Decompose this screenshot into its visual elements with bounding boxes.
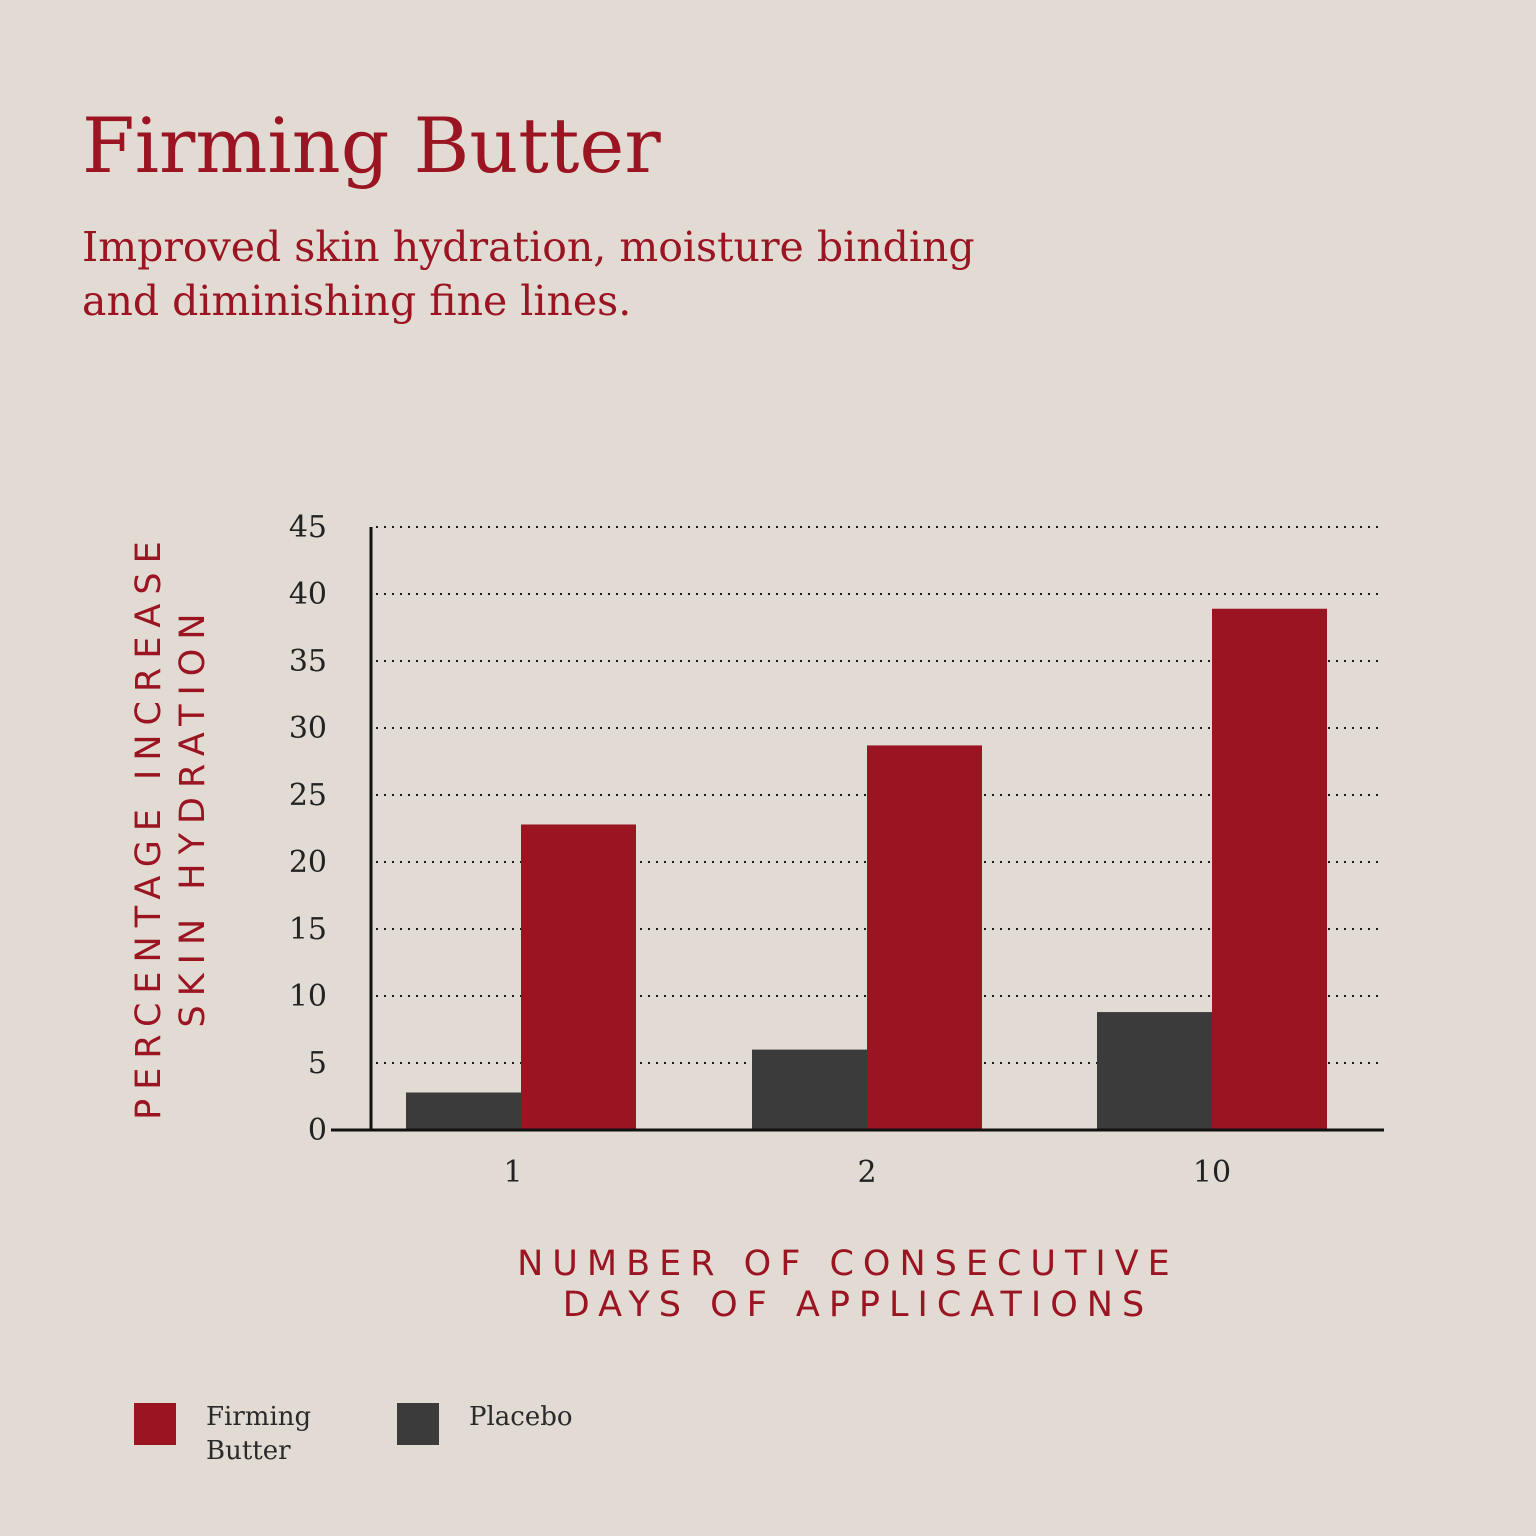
- y-axis-label: PERCENTAGE INCREASE SKIN HYDRATION: [129, 512, 213, 1120]
- bars: [406, 608, 1327, 1130]
- legend-swatch-placebo: [397, 1403, 439, 1445]
- x-axis-label: NUMBER OF CONSECUTIVE DAYS OF APPLICATIO…: [517, 1244, 1199, 1325]
- legend-label-firming-butter: Firming Butter: [206, 1402, 312, 1466]
- y-tick-label: 25: [289, 778, 327, 813]
- bar-placebo-2: [752, 1049, 867, 1130]
- y-tick-labels: 0 5 10 15 20 25 30 35 40 45: [289, 510, 327, 1148]
- bar-placebo-1: [406, 1092, 521, 1130]
- bar-placebo-10: [1097, 1012, 1212, 1130]
- chart-title: Firming Butter: [82, 101, 661, 190]
- x-tick-label: 1: [503, 1155, 522, 1190]
- y-tick-label: 20: [289, 845, 327, 880]
- x-tick-label: 2: [857, 1155, 876, 1190]
- y-tick-label: 5: [308, 1046, 327, 1081]
- legend-firming-butter: Firming Butter: [134, 1400, 336, 1468]
- bar-firming-butter-2: [867, 745, 982, 1130]
- x-tick-labels: 1 2 10: [503, 1155, 1231, 1190]
- x-axis-label-line-1: NUMBER OF CONSECUTIVE: [517, 1244, 1179, 1284]
- bar-firming-butter-10: [1212, 608, 1327, 1130]
- y-tick-label: 45: [289, 510, 327, 545]
- y-axis-label-line-1: PERCENTAGE INCREASE: [129, 532, 169, 1120]
- x-tick-label: 10: [1193, 1155, 1231, 1190]
- y-tick-label: 40: [289, 577, 327, 612]
- chart-subtitle: Improved skin hydration, moisture bindin…: [82, 223, 975, 325]
- x-axis-label-line-2: DAYS OF APPLICATIONS: [563, 1285, 1153, 1325]
- y-axis-label-line-2: SKIN HYDRATION: [173, 604, 213, 1027]
- legend-label-placebo: Placebo: [469, 1402, 573, 1432]
- y-tick-label: 10: [289, 979, 327, 1014]
- y-tick-label: 15: [289, 912, 327, 947]
- bar-firming-butter-1: [521, 824, 636, 1130]
- y-tick-label: 0: [308, 1113, 327, 1148]
- legend-swatch-firming-butter: [134, 1403, 176, 1445]
- legend-placebo: Placebo: [397, 1400, 609, 1445]
- y-tick-label: 30: [289, 711, 327, 746]
- y-tick-label: 35: [289, 644, 327, 679]
